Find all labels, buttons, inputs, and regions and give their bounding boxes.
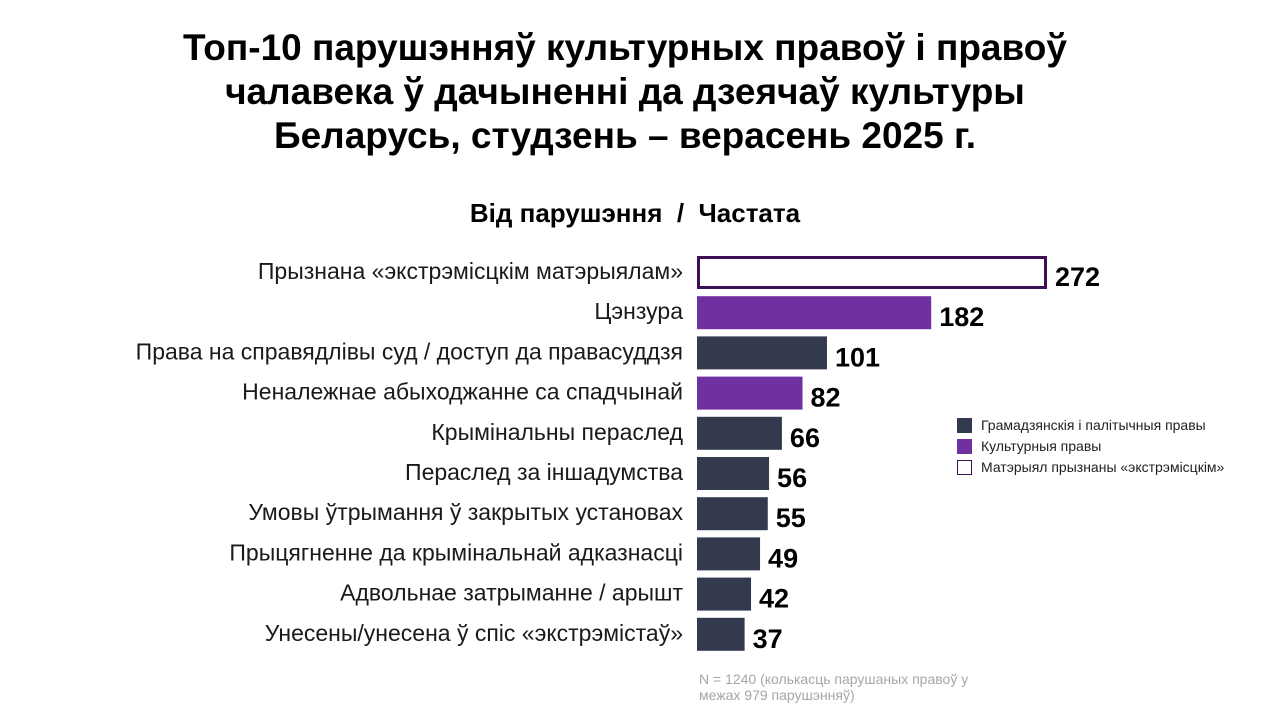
sample-size-footnote: N = 1240 (колькасць парушаных правоў у м… bbox=[699, 671, 969, 703]
value-label-4: 66 bbox=[790, 423, 820, 453]
chart-subtitle: Від парушэння / Частата bbox=[469, 198, 801, 228]
bar-6 bbox=[697, 497, 768, 531]
legend-swatch-extremist bbox=[957, 459, 972, 475]
category-label-0: Прызнана «экстрэмісцкім матэрыялам» bbox=[258, 258, 683, 284]
bar-1 bbox=[697, 296, 932, 330]
legend-item-extremist: Матэрыял прызнаны «экстрэмісцкім» bbox=[957, 457, 1224, 477]
legend-label-civil: Грамадзянскія і палітычныя правы bbox=[981, 417, 1206, 433]
bar-5 bbox=[697, 457, 770, 490]
bar-8 bbox=[697, 577, 752, 611]
chart-legend: Грамадзянскія і палітычныя правы Культур… bbox=[957, 415, 1224, 478]
title-line-3: Беларусь, студзень – верасень 2025 г. bbox=[274, 115, 976, 156]
category-label-7: Прыцягненне да крымінальнай адказнасці bbox=[229, 539, 683, 565]
value-label-8: 42 bbox=[759, 584, 789, 614]
bar-3 bbox=[697, 376, 803, 410]
category-label-5: Пераслед за іншадумства bbox=[405, 459, 683, 485]
category-label-9: Унесены/унесена ў спіс «экстрэмістаў» bbox=[265, 620, 683, 646]
value-label-2: 101 bbox=[835, 342, 880, 372]
value-label-0: 272 bbox=[1055, 262, 1100, 292]
category-label-4: Крымінальны пераслед bbox=[431, 419, 683, 445]
value-label-6: 55 bbox=[776, 503, 806, 533]
legend-item-civil: Грамадзянскія і палітычныя правы bbox=[957, 415, 1224, 435]
bar-2 bbox=[697, 336, 827, 370]
category-label-6: Умовы ўтрымання ў закрытых установах bbox=[248, 499, 683, 525]
value-label-5: 56 bbox=[777, 463, 807, 493]
title-line-2: чалавека ў дачыненні да дзеячаў культуры bbox=[225, 71, 1025, 112]
legend-swatch-civil bbox=[957, 417, 972, 433]
bar-7 bbox=[697, 537, 761, 571]
value-label-3: 82 bbox=[811, 383, 841, 413]
value-label-9: 37 bbox=[753, 624, 783, 654]
chart-title: Топ-10 парушэнняў культурных правоў і пр… bbox=[60, 26, 1190, 158]
legend-item-cultural: Культурныя правы bbox=[957, 436, 1224, 456]
category-label-3: Неналежнае абыходжанне са спадчынай bbox=[242, 379, 683, 405]
category-label-2: Права на справядлівы суд / доступ да пра… bbox=[136, 338, 683, 364]
legend-label-cultural: Культурныя правы bbox=[981, 438, 1102, 454]
value-label-1: 182 bbox=[939, 302, 984, 332]
category-label-8: Адвольнае затрыманне / арышт bbox=[340, 580, 683, 606]
value-label-7: 49 bbox=[768, 543, 798, 573]
legend-swatch-cultural bbox=[957, 438, 972, 454]
category-label-1: Цэнзура bbox=[594, 298, 683, 324]
legend-label-extremist: Матэрыял прызнаны «экстрэмісцкім» bbox=[981, 459, 1225, 475]
bar-9 bbox=[697, 617, 745, 651]
title-line-1: Топ-10 парушэнняў культурных правоў і пр… bbox=[183, 27, 1067, 68]
bar-4 bbox=[697, 416, 782, 450]
bar-0 bbox=[697, 256, 1047, 289]
